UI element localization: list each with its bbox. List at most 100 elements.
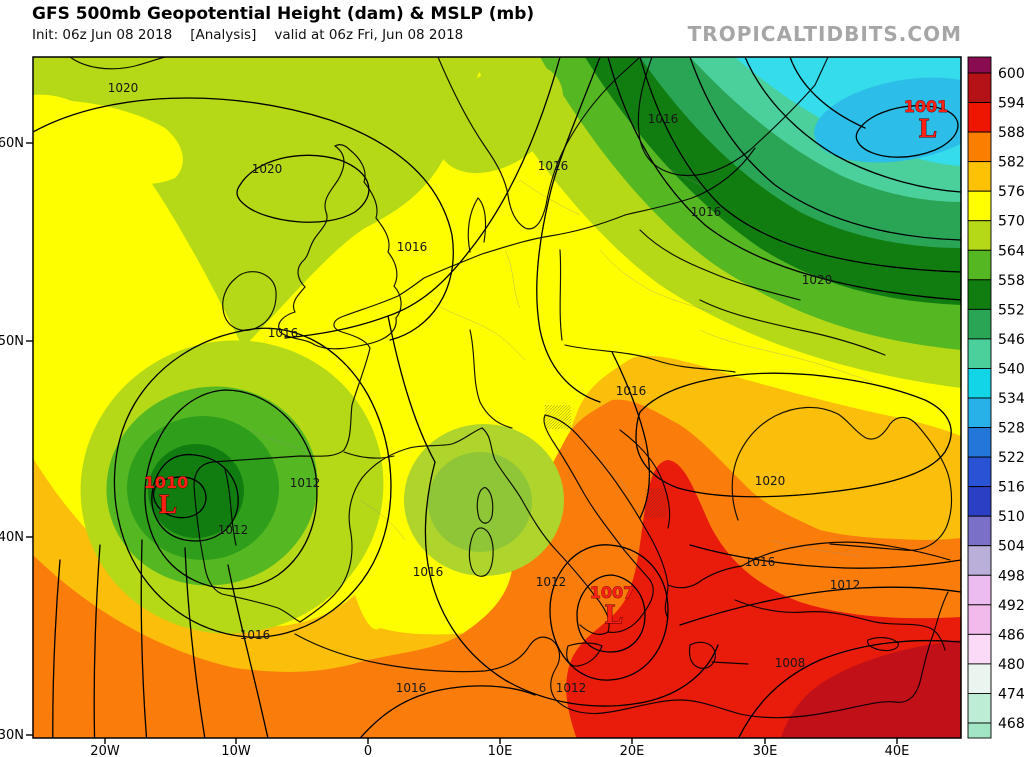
colorbar-tick-label: 510 <box>998 509 1024 525</box>
low-L-symbol: L <box>605 599 623 629</box>
lat-tick-label: 60N <box>0 136 24 151</box>
isobar-label: 1016 <box>745 555 776 569</box>
colorbar-tick-label: 474 <box>998 686 1024 702</box>
colorbar-tick-label: 570 <box>998 214 1024 230</box>
colorbar-tick-label: 558 <box>998 273 1024 289</box>
isobar-label: 1012 <box>536 575 567 589</box>
colorbar-segment <box>967 249 992 281</box>
map-frame <box>32 56 962 739</box>
isobar-label: 1020 <box>252 162 283 176</box>
map-fill-layers: 1020 1020 1016 1016 1016 1016 1020 1016 1012 1012… <box>33 57 961 738</box>
isobar-label: 1016 <box>648 112 679 126</box>
low-value-label: 1010 <box>144 473 189 492</box>
analysis-tag: [Analysis] <box>190 27 257 43</box>
colorbar-segment <box>967 456 992 488</box>
colorbar-segment <box>967 545 992 576</box>
lon-tick-label: 20E <box>620 744 645 757</box>
isobars <box>33 57 961 738</box>
isobar-label: 1012 <box>218 523 249 537</box>
isobar-label: 1016 <box>240 628 271 642</box>
colorbar-segment <box>967 161 992 192</box>
colorbar-segment <box>967 427 992 458</box>
isobar-label: 1016 <box>538 159 569 173</box>
isobar-label: 1012 <box>830 578 861 592</box>
colorbar-tick-label: 516 <box>998 480 1024 496</box>
colorbar-tick-label: 600 <box>998 66 1024 82</box>
colorbar-tick-label: 492 <box>998 598 1024 614</box>
isobar-label: 1012 <box>556 681 587 695</box>
lon-tick-label: 0 <box>364 744 372 757</box>
coastlines <box>69 57 953 719</box>
colorbar-segment <box>967 693 992 724</box>
valid-time: valid at 06z Fri, Jun 08 2018 <box>274 27 464 43</box>
isobar-labels: 1020 1020 1016 1016 1016 1016 1020 1016 1012 1012… <box>108 81 861 695</box>
subtitle: Init: 06z Jun 08 2018 [Analysis] valid at … <box>32 27 481 43</box>
isobar-label: 1016 <box>397 240 428 254</box>
colorbar-tick-label: 540 <box>998 361 1024 377</box>
lon-tick-label: 40E <box>885 744 910 757</box>
colorbar-segment <box>967 663 992 694</box>
colorbar-segment <box>967 604 992 635</box>
colorbar-tick-label: 564 <box>998 243 1024 259</box>
colorbar-segment <box>967 515 992 547</box>
low-L-symbol: L <box>159 489 177 519</box>
isobar-label: 1016 <box>413 565 444 579</box>
colorbar-segment <box>967 56 992 74</box>
colorbar-segment <box>967 308 992 340</box>
watermark: TROPICALTIDBITS.COM <box>687 22 962 46</box>
colorbar-tick-label: 504 <box>998 539 1024 555</box>
isobar-label: 1016 <box>268 326 299 340</box>
colorbar-tick-label: 576 <box>998 184 1024 200</box>
isobar-label: 1020 <box>802 273 833 287</box>
colorbar-tick-label: 498 <box>998 568 1024 584</box>
colorbar-segment <box>967 633 992 665</box>
colorbar-segment <box>967 397 992 428</box>
isobar-label: 1008 <box>775 656 806 670</box>
colorbar-tick-label: 594 <box>998 96 1024 112</box>
colorbar-segment <box>967 72 992 103</box>
colorbar-segment <box>967 486 992 517</box>
axis-layer: 20W 10W 0 10E 20E 30E 40E 60N 50N 40N 30N <box>0 136 909 757</box>
colorbar-segment <box>967 131 992 163</box>
admin-borders <box>249 149 873 557</box>
colorbar-tick-label: 582 <box>998 155 1024 171</box>
low-L-symbol: L <box>919 113 937 143</box>
colorbar-segment <box>967 190 992 222</box>
colorbar-segment <box>967 368 992 399</box>
colorbar-segment <box>967 279 992 310</box>
lon-tick-label: 10E <box>488 744 513 757</box>
colorbar-tick-label: 546 <box>998 332 1024 348</box>
isobar-label: 1016 <box>616 384 647 398</box>
lon-tick-label: 20W <box>90 744 120 757</box>
isobar-label: 1020 <box>108 81 139 95</box>
lat-tick-label: 40N <box>0 530 24 545</box>
colorbar-tick-label: 534 <box>998 391 1024 407</box>
init-time: Init: 06z Jun 08 2018 <box>32 27 173 43</box>
isobar-label: 1016 <box>691 205 722 219</box>
low-value-label: 1007 <box>590 583 635 602</box>
colorbar-tick-label: 486 <box>998 627 1024 643</box>
isobar-label: 1016 <box>396 681 427 695</box>
colorbar-tick-label: 522 <box>998 450 1024 466</box>
colorbar-segment <box>967 722 992 739</box>
lat-tick-label: 50N <box>0 334 24 349</box>
colorbar-segment <box>967 102 992 133</box>
colorbar: 600 594 588 582 576 570 564 558 552 546 540 534 528 5… <box>967 56 1024 739</box>
isobar-label: 1020 <box>755 474 786 488</box>
colorbar-segment <box>967 338 992 369</box>
colorbar-segment <box>967 574 992 606</box>
low-value-label: 1001 <box>904 97 949 116</box>
colorbar-tick-label: 468 <box>998 716 1024 732</box>
colorbar-segment <box>967 220 992 251</box>
lat-tick-label: 30N <box>0 728 24 743</box>
lon-tick-label: 10W <box>221 744 251 757</box>
colorbar-tick-label: 528 <box>998 421 1024 437</box>
colorbar-tick-label: 552 <box>998 302 1024 318</box>
colorbar-tick-label: 588 <box>998 125 1024 141</box>
page-title: GFS 500mb Geopotential Height (dam) & MS… <box>32 4 535 24</box>
lon-tick-label: 30E <box>753 744 778 757</box>
isobar-label: 1012 <box>290 476 321 490</box>
